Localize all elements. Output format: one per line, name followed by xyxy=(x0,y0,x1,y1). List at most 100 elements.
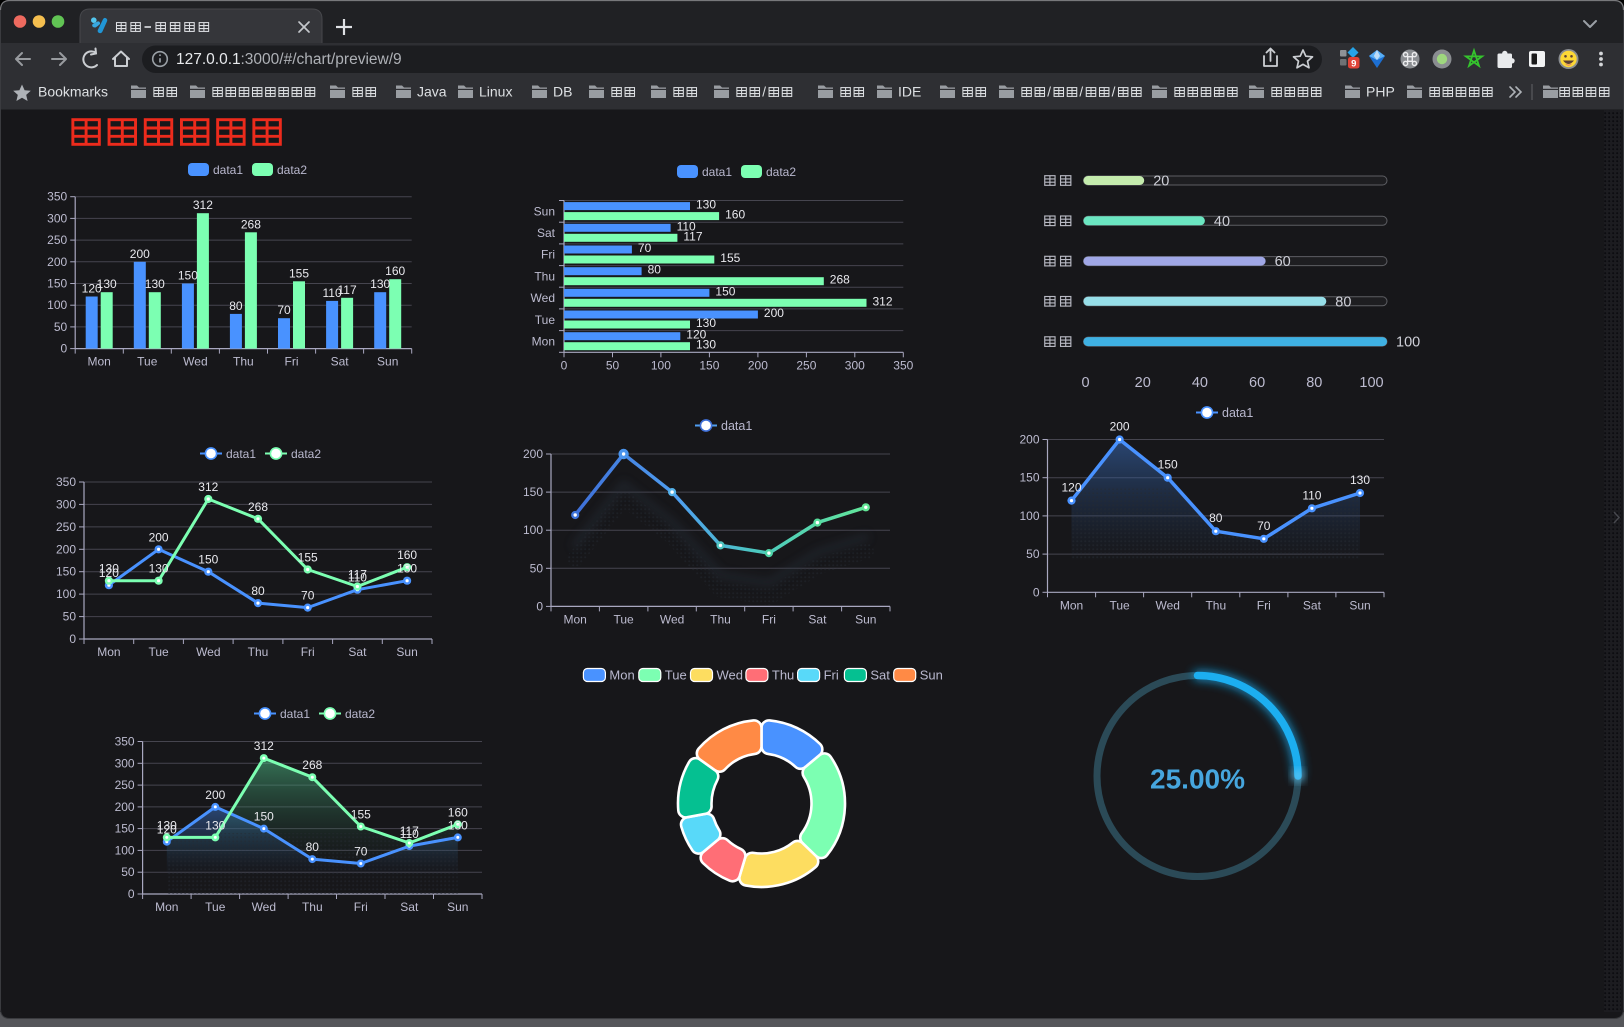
svg-text:0: 0 xyxy=(69,632,76,646)
svg-text:Sun: Sun xyxy=(534,204,555,218)
svg-text:Thu: Thu xyxy=(710,612,731,626)
svg-text:200: 200 xyxy=(47,255,67,269)
svg-text:200: 200 xyxy=(1110,420,1130,434)
svg-text:130: 130 xyxy=(397,562,417,576)
svg-text:80: 80 xyxy=(1209,511,1223,525)
svg-text:Linux: Linux xyxy=(479,84,512,100)
svg-text:268: 268 xyxy=(830,273,850,287)
svg-text:70: 70 xyxy=(277,303,291,317)
svg-text:268: 268 xyxy=(248,500,268,514)
svg-text:40: 40 xyxy=(1192,375,1208,391)
svg-text:155: 155 xyxy=(298,551,318,565)
svg-text:60: 60 xyxy=(1249,375,1265,391)
svg-text:130: 130 xyxy=(696,338,716,352)
svg-text:155: 155 xyxy=(289,266,309,280)
svg-text:/: / xyxy=(1112,85,1116,100)
svg-text:Sun: Sun xyxy=(1349,598,1370,612)
svg-text:data1: data1 xyxy=(226,447,256,461)
svg-text:80: 80 xyxy=(648,263,662,277)
svg-text:25.00%: 25.00% xyxy=(1150,764,1245,795)
svg-text:Mon: Mon xyxy=(97,645,120,659)
svg-text:data1: data1 xyxy=(213,163,243,177)
svg-text:155: 155 xyxy=(351,808,371,822)
svg-text:130: 130 xyxy=(448,818,468,832)
svg-text:70: 70 xyxy=(301,589,315,603)
svg-text:150: 150 xyxy=(699,358,719,372)
svg-text:data2: data2 xyxy=(766,165,796,179)
svg-text:0: 0 xyxy=(1033,585,1040,599)
svg-text:268: 268 xyxy=(241,217,261,231)
svg-text:200: 200 xyxy=(748,358,768,372)
svg-text:312: 312 xyxy=(198,480,218,494)
svg-text:Sat: Sat xyxy=(348,645,367,659)
svg-text:Tue: Tue xyxy=(665,668,687,683)
svg-text:0: 0 xyxy=(128,887,135,901)
svg-text:50: 50 xyxy=(530,561,544,575)
svg-text:110: 110 xyxy=(677,219,696,233)
svg-text:100: 100 xyxy=(1396,335,1420,351)
svg-text:150: 150 xyxy=(56,565,76,579)
svg-text:data1: data1 xyxy=(1222,406,1253,420)
svg-text:127.0.0.1: 127.0.0.1 xyxy=(176,51,241,68)
svg-text:20: 20 xyxy=(1135,375,1151,391)
svg-text:Mon: Mon xyxy=(564,612,587,626)
svg-text:350: 350 xyxy=(893,358,913,372)
svg-text:Sat: Sat xyxy=(870,668,890,683)
svg-text:200: 200 xyxy=(56,542,76,556)
svg-text:Bookmarks: Bookmarks xyxy=(38,84,108,100)
svg-text:110: 110 xyxy=(400,827,419,841)
svg-text:20: 20 xyxy=(1153,174,1169,190)
svg-text:Fri: Fri xyxy=(354,900,368,914)
svg-text:160: 160 xyxy=(725,208,745,222)
svg-text:50: 50 xyxy=(1026,547,1040,561)
svg-text:Sat: Sat xyxy=(537,226,556,240)
svg-text:150: 150 xyxy=(47,277,67,291)
svg-text:Sun: Sun xyxy=(377,355,398,369)
svg-text:9: 9 xyxy=(1351,58,1356,69)
svg-text:data2: data2 xyxy=(345,707,375,721)
svg-text:Mon: Mon xyxy=(88,355,111,369)
svg-text:150: 150 xyxy=(115,822,135,836)
svg-text:Thu: Thu xyxy=(233,355,254,369)
svg-text:250: 250 xyxy=(796,358,816,372)
svg-text:110: 110 xyxy=(323,286,342,300)
svg-text:160: 160 xyxy=(385,264,405,278)
svg-text:130: 130 xyxy=(205,818,225,832)
svg-text:200: 200 xyxy=(523,447,543,461)
svg-text:200: 200 xyxy=(1019,433,1039,447)
svg-text:Java: Java xyxy=(417,84,447,100)
svg-text:100: 100 xyxy=(115,843,135,857)
svg-text:150: 150 xyxy=(715,284,735,298)
svg-text:Tue: Tue xyxy=(535,313,556,327)
svg-text:120: 120 xyxy=(157,823,177,837)
svg-text:100: 100 xyxy=(523,523,543,537)
svg-text:/: / xyxy=(762,85,766,100)
svg-text:100: 100 xyxy=(651,358,671,372)
svg-text:80: 80 xyxy=(1335,294,1351,310)
svg-text:200: 200 xyxy=(205,788,225,802)
svg-text:350: 350 xyxy=(56,475,76,489)
svg-text:250: 250 xyxy=(56,520,76,534)
svg-text:Wed: Wed xyxy=(196,645,220,659)
svg-text:DB: DB xyxy=(553,84,572,100)
svg-text:130: 130 xyxy=(370,277,390,291)
svg-text:130: 130 xyxy=(99,562,119,576)
svg-text:300: 300 xyxy=(47,211,67,225)
svg-text:Tue: Tue xyxy=(613,612,634,626)
svg-text:100: 100 xyxy=(56,587,76,601)
svg-text::3000/#/chart/preview/9: :3000/#/chart/preview/9 xyxy=(241,51,402,68)
svg-text:0: 0 xyxy=(561,358,568,372)
svg-text:250: 250 xyxy=(47,233,67,247)
svg-text:110: 110 xyxy=(1302,488,1321,502)
svg-text:Sun: Sun xyxy=(855,612,876,626)
svg-text:100: 100 xyxy=(47,298,67,312)
svg-text:268: 268 xyxy=(302,758,322,772)
svg-text:160: 160 xyxy=(397,548,417,562)
svg-text:Sun: Sun xyxy=(920,668,943,683)
svg-text:PHP: PHP xyxy=(1366,84,1395,100)
svg-text:312: 312 xyxy=(873,294,893,308)
svg-text:200: 200 xyxy=(115,800,135,814)
svg-text:70: 70 xyxy=(1257,519,1271,533)
svg-text:150: 150 xyxy=(523,485,543,499)
svg-text:150: 150 xyxy=(254,810,274,824)
